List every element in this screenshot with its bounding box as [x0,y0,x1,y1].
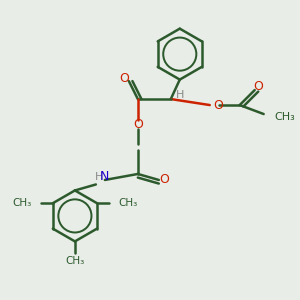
Text: H: H [176,90,184,100]
Text: O: O [119,72,129,85]
Text: O: O [133,118,143,131]
Text: CH₃: CH₃ [65,256,85,266]
Text: CH₃: CH₃ [13,198,32,208]
Text: CH₃: CH₃ [274,112,295,122]
Text: O: O [213,99,223,112]
Text: O: O [159,173,169,187]
Text: CH₃: CH₃ [118,198,137,208]
Text: O: O [253,80,263,93]
Text: H: H [95,172,104,182]
Text: N: N [100,170,110,184]
